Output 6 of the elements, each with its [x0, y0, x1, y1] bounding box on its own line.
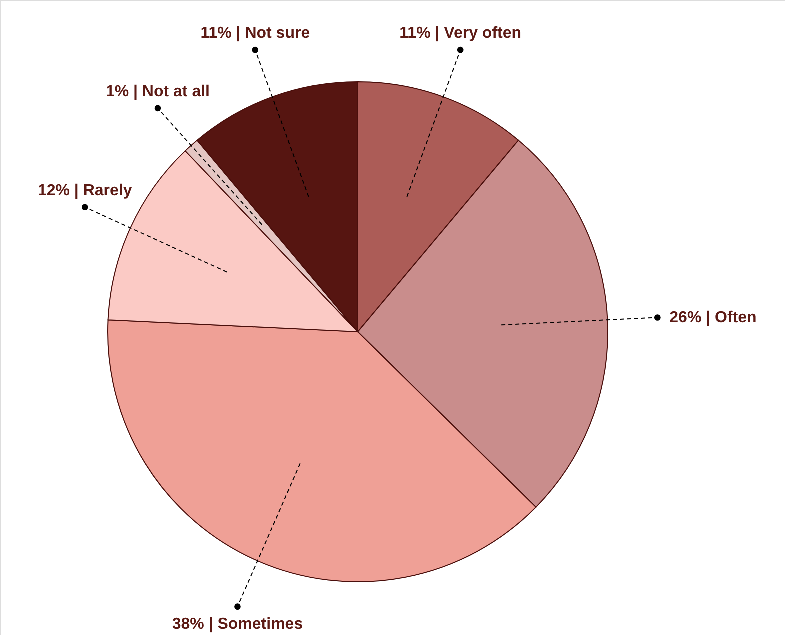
- slice-label: 38% | Sometimes: [172, 616, 304, 633]
- slice-label: 11% | Not sure: [200, 25, 310, 42]
- slice-label: 1% | Not at all: [106, 83, 210, 100]
- slice-label: 11% | Very often: [400, 25, 522, 42]
- slice-label: 26% | Often: [670, 310, 757, 327]
- slice-label: 12% | Rarely: [38, 182, 132, 200]
